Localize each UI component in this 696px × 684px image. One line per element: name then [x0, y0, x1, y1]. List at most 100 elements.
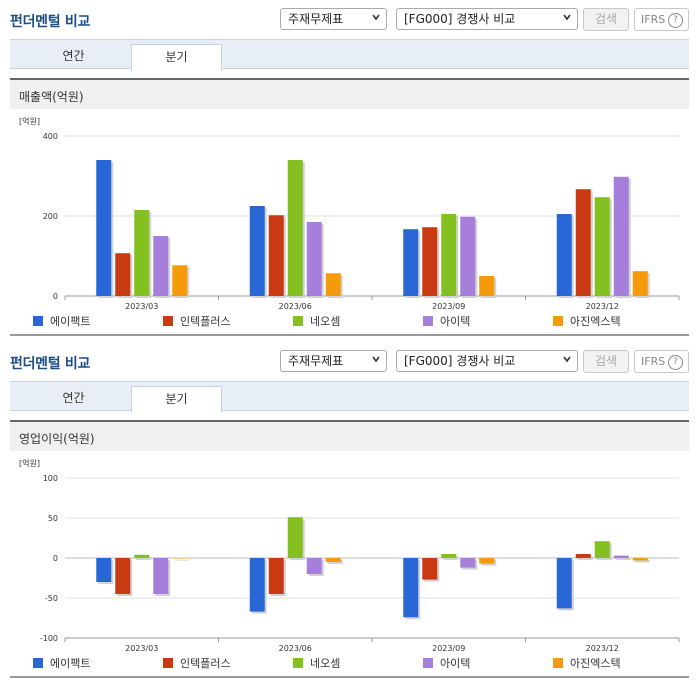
bar	[613, 555, 629, 558]
legend-label: 아진엑스텍	[570, 657, 621, 670]
bar	[306, 222, 322, 296]
x-tick-label: 2023/09	[432, 302, 465, 311]
search-button[interactable]: 검색	[583, 350, 629, 373]
x-tick-label: 2023/06	[279, 644, 312, 653]
panel-divider	[10, 334, 689, 336]
x-tick-label: 2023/12	[586, 644, 619, 653]
bar-shadow	[136, 556, 152, 560]
legend-label: 아이텍	[440, 657, 470, 670]
statement-type-select[interactable]: 주재무제표	[280, 8, 387, 30]
ifrs-label: IFRS	[641, 13, 666, 26]
legend-swatch	[163, 316, 173, 326]
bar-shadow	[174, 560, 190, 561]
bar-shadow	[634, 560, 650, 563]
y-tick-label: 200	[43, 212, 58, 221]
x-tick-label: 2023/03	[125, 644, 158, 653]
bar	[575, 554, 591, 558]
chevron-down-icon	[563, 14, 571, 21]
bar-shadow	[615, 557, 631, 560]
legend-swatch	[293, 316, 303, 326]
legend-swatch	[33, 316, 43, 326]
bar	[441, 214, 457, 296]
tab-quarterly[interactable]: 분기	[131, 386, 222, 413]
bar	[134, 554, 150, 558]
chart-panel-header: 매출액(억원)	[10, 78, 689, 109]
fundamental-section-operating-profit: 펀더멘털 비교 주재무제표 [FG000] 경쟁사 비교 검색 IFRS ? 연…	[0, 342, 696, 684]
legend-label: 네오셈	[310, 657, 340, 670]
legend-swatch	[33, 658, 43, 668]
bar	[441, 554, 457, 558]
statement-type-value: 주재무제표	[288, 354, 344, 368]
ifrs-help-button[interactable]: IFRS ?	[634, 8, 689, 31]
bar	[306, 558, 322, 574]
x-tick-label: 2023/09	[432, 644, 465, 653]
peer-group-select[interactable]: [FG000] 경쟁사 비교	[396, 8, 578, 30]
bar	[594, 541, 610, 558]
statement-type-select[interactable]: 주재무제표	[280, 350, 387, 372]
legend-label: 네오셈	[310, 315, 340, 328]
ifrs-label: IFRS	[641, 355, 666, 368]
y-tick-label: 0	[53, 554, 58, 563]
ifrs-help-button[interactable]: IFRS ?	[634, 350, 689, 373]
section-title: 펀더멘털 비교	[10, 14, 91, 30]
fundamental-section-revenue: 펀더멘털 비교 주재무제표 [FG000] 경쟁사 비교 검색 IFRS ? 연…	[0, 0, 696, 340]
tab-annual[interactable]: 연간	[62, 49, 85, 63]
bar	[249, 206, 265, 296]
legend-label: 인텍플러스	[180, 657, 231, 670]
bar	[325, 273, 341, 296]
search-button[interactable]: 검색	[583, 8, 629, 31]
bar	[287, 517, 303, 558]
peer-group-select[interactable]: [FG000] 경쟁사 비교	[396, 350, 578, 372]
tab-annual[interactable]: 연간	[62, 391, 85, 405]
bar	[556, 214, 572, 296]
legend-swatch	[293, 658, 303, 668]
bar	[96, 160, 112, 296]
legend-swatch	[553, 658, 563, 668]
statement-type-value: 주재무제표	[288, 12, 344, 26]
bar	[479, 276, 495, 296]
bar	[575, 189, 591, 296]
bar	[172, 265, 188, 296]
y-unit-label: [억원]	[19, 116, 40, 126]
x-tick-label: 2023/12	[586, 302, 619, 311]
y-tick-label: 0	[53, 292, 58, 301]
bar	[96, 558, 112, 582]
section-header: 펀더멘털 비교 주재무제표 [FG000] 경쟁사 비교 검색 IFRS ?	[0, 0, 696, 38]
chart-panel-header: 영업이익(억원)	[10, 420, 689, 451]
bar	[460, 216, 476, 296]
y-tick-label: 400	[43, 132, 58, 141]
bar	[632, 558, 648, 561]
legend-swatch	[553, 316, 563, 326]
bar	[422, 558, 438, 580]
revenue-chart: [억원] 0 200 400 2023/03 2023/06 2023/09 2023/12…	[19, 116, 680, 328]
bar	[325, 558, 341, 562]
legend-swatch	[423, 658, 433, 668]
bar	[115, 253, 131, 296]
bar	[403, 229, 419, 296]
legend-label: 아진엑스텍	[570, 315, 621, 328]
bar	[479, 558, 495, 564]
bar	[153, 558, 169, 594]
period-tabs: 연간 분기	[10, 381, 689, 413]
bar	[153, 236, 169, 296]
bar	[115, 558, 131, 594]
tab-quarterly[interactable]: 분기	[131, 44, 222, 71]
x-tick-label: 2023/03	[125, 302, 158, 311]
help-icon: ?	[668, 355, 683, 370]
chart-panel: 영업이익(억원) [억원] -100 -50 0 50 100 2023/03 2023/0…	[10, 420, 689, 678]
legend-label: 아이텍	[440, 315, 470, 328]
bar	[249, 558, 265, 612]
y-tick-label: 50	[48, 514, 58, 523]
chevron-down-icon	[563, 356, 571, 363]
bar	[134, 210, 150, 296]
bar	[403, 558, 419, 618]
y-tick-label: -50	[45, 594, 58, 603]
y-unit-label: [억원]	[19, 458, 40, 468]
chevron-down-icon	[372, 356, 380, 363]
panel-divider	[10, 676, 689, 678]
legend-label: 인텍플러스	[180, 315, 231, 328]
bar	[268, 215, 284, 296]
operating-profit-chart: [억원] -100 -50 0 50 100 2023/03 2023/06 2023/09 2…	[19, 458, 680, 670]
chart-title: 매출액(억원)	[19, 90, 84, 104]
bar	[422, 227, 438, 296]
